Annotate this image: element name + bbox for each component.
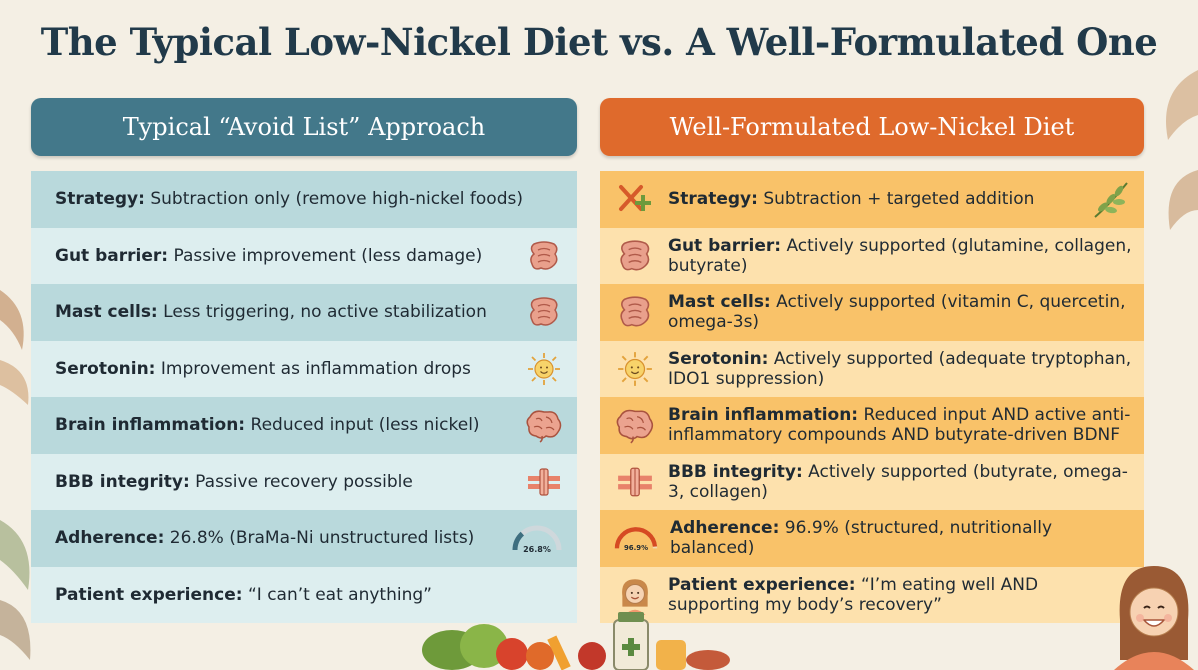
well-formulated-rows: Strategy: Subtraction + targeted additio… xyxy=(600,171,1144,623)
right-row-adherence: 96.9% Adherence: 96.9% (structured, nutr… xyxy=(600,510,1144,567)
row-text: Reduced input (less nickel) xyxy=(250,415,480,436)
woman-illustration-icon xyxy=(1114,566,1194,670)
sun-face-icon xyxy=(521,347,567,391)
right-row-bbb-integrity: BBB integrity: Actively supported (butyr… xyxy=(600,453,1144,510)
barrier-icon xyxy=(610,460,660,504)
right-row-strategy: Strategy: Subtraction + targeted additio… xyxy=(600,171,1144,228)
intestine-icon xyxy=(521,290,567,334)
leaf-sprig-icon xyxy=(1088,177,1134,221)
vegetables-illustration-icon xyxy=(422,612,730,670)
intestine-icon xyxy=(610,234,660,278)
sun-face-icon xyxy=(610,347,660,391)
row-text: Passive recovery possible xyxy=(195,471,413,492)
row-label: Patient experience: xyxy=(668,574,856,595)
avoid-list-header: Typical “Avoid List” Approach xyxy=(31,98,577,156)
left-row-brain-inflammation: Brain inflammation: Reduced input (less … xyxy=(31,397,577,454)
well-formulated-header: Well-Formulated Low-Nickel Diet xyxy=(600,98,1144,156)
row-label: Strategy: xyxy=(55,189,145,210)
right-row-serotonin: Serotonin: Actively supported (adequate … xyxy=(600,340,1144,397)
gauge-icon: 96.9% xyxy=(610,516,662,560)
right-row-mast-cells: Mast cells: Actively supported (vitamin … xyxy=(600,284,1144,341)
row-label: Gut barrier: xyxy=(668,235,782,256)
left-row-adherence: Adherence: 26.8% (BraMa-Ni unstructured … xyxy=(31,510,577,567)
row-label: BBB integrity: xyxy=(668,461,803,482)
leaf-decoration-icon xyxy=(0,290,29,405)
row-label: Adherence: xyxy=(55,528,165,549)
row-label: Brain inflammation: xyxy=(668,405,859,426)
cross-plus-icon xyxy=(610,177,660,221)
gauge-value: 26.8% xyxy=(523,545,551,554)
row-text: Subtraction only (remove high-nickel foo… xyxy=(150,189,523,210)
row-text: Less triggering, no active stabilization xyxy=(163,302,487,323)
row-text: Subtraction + targeted addition xyxy=(763,189,1035,210)
avoid-list-rows: Strategy: Subtraction only (remove high-… xyxy=(31,171,577,623)
right-row-patient-experience: Patient experience: “I’m eating well AND… xyxy=(600,566,1144,623)
row-text: 26.8% (BraMa-Ni unstructured lists) xyxy=(169,528,475,549)
brain-icon xyxy=(610,403,660,447)
avoid-list-panel: Typical “Avoid List” Approach Strategy: … xyxy=(31,98,577,623)
left-row-serotonin: Serotonin: Improvement as inflammation d… xyxy=(31,340,577,397)
brain-icon xyxy=(521,403,567,447)
row-label: Patient experience: xyxy=(55,584,243,605)
left-row-mast-cells: Mast cells: Less triggering, no active s… xyxy=(31,284,577,341)
row-text: Reduced input AND active anti-inflammato… xyxy=(668,405,1131,446)
row-text: “I can’t eat anything” xyxy=(247,584,432,605)
gauge-icon: 26.8% xyxy=(507,516,567,560)
row-label: Strategy: xyxy=(668,189,758,210)
row-text: Actively supported (butyrate, omega-3, c… xyxy=(668,461,1128,502)
right-row-gut-barrier: Gut barrier: Actively supported (glutami… xyxy=(600,227,1144,284)
row-text: Actively supported (vitamin C, quercetin… xyxy=(668,292,1126,333)
row-text: Actively supported (glutamine, collagen,… xyxy=(668,235,1132,276)
gauge-value: 96.9% xyxy=(624,544,648,552)
row-label: Adherence: xyxy=(670,518,780,539)
row-label: Brain inflammation: xyxy=(55,415,246,436)
intestine-icon xyxy=(610,290,660,334)
left-row-bbb-integrity: BBB integrity: Passive recovery possible xyxy=(31,453,577,510)
row-label: Gut barrier: xyxy=(55,245,169,266)
row-label: BBB integrity: xyxy=(55,471,190,492)
leaf-decoration-icon xyxy=(1166,70,1198,230)
row-text: Actively supported (adequate tryptophan,… xyxy=(668,348,1132,389)
well-formulated-panel: Well-Formulated Low-Nickel Diet Strategy… xyxy=(600,98,1144,623)
page-title: The Typical Low-Nickel Diet vs. A Well-F… xyxy=(40,20,1158,64)
row-label: Serotonin: xyxy=(55,358,156,379)
row-text: Passive improvement (less damage) xyxy=(173,245,483,266)
row-label: Mast cells: xyxy=(55,302,158,323)
left-row-strategy: Strategy: Subtraction only (remove high-… xyxy=(31,171,577,228)
right-row-brain-inflammation: Brain inflammation: Reduced input AND ac… xyxy=(600,397,1144,454)
left-row-gut-barrier: Gut barrier: Passive improvement (less d… xyxy=(31,227,577,284)
row-text: “I’m eating well AND supporting my body’… xyxy=(668,574,1039,615)
barrier-icon xyxy=(521,460,567,504)
row-label: Mast cells: xyxy=(668,292,771,313)
row-label: Serotonin: xyxy=(668,348,769,369)
row-text: 96.9% (structured, nutritionally balance… xyxy=(670,518,1052,559)
row-text: Improvement as inflammation drops xyxy=(160,358,471,379)
left-row-patient-experience: Patient experience: “I can’t eat anythin… xyxy=(31,566,577,623)
intestine-icon xyxy=(521,234,567,278)
leaf-decoration-icon xyxy=(0,520,31,660)
